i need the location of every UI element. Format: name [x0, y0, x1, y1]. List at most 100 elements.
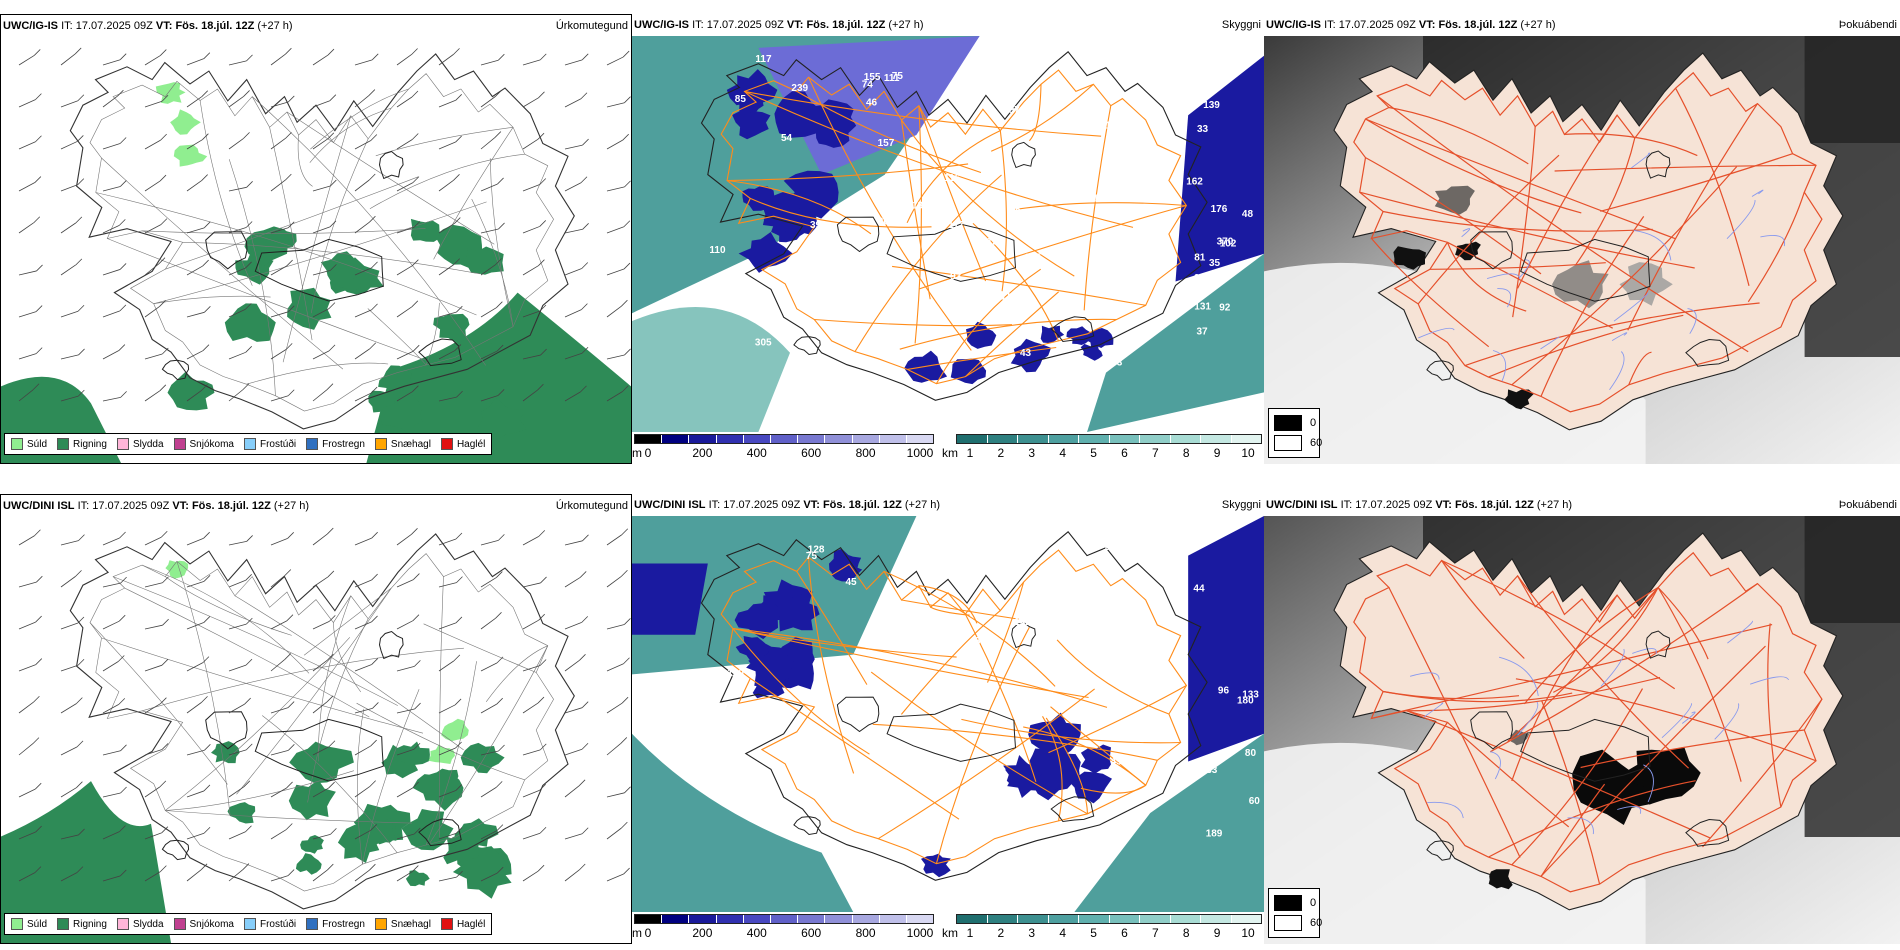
cloud-map[interactable]: 139 157 137 93 92 85 99 43 35 111 102 74 33 75 52 41 37 4…	[632, 36, 1264, 432]
fog-map[interactable]	[1264, 516, 1900, 944]
colorbar-tick: 400	[746, 926, 767, 940]
legend-swatch	[243, 438, 256, 450]
ceiling-label: 76	[981, 60, 993, 71]
precip-legend: Súld Rigning Slydda Snjókoma Frostúði Frostre…	[4, 913, 493, 935]
legend-swatch	[243, 918, 256, 930]
legend-swatch	[306, 918, 319, 930]
ceiling-label: 131	[1194, 301, 1211, 312]
ceiling-label: 117	[948, 220, 965, 231]
ceiling-label: 127	[861, 662, 878, 673]
legend-item: Rigning	[57, 918, 107, 930]
precip-map[interactable]	[1, 37, 631, 463]
ceiling-label: 56	[859, 758, 871, 769]
ceiling-label: 102	[1105, 121, 1122, 132]
fog-map[interactable]	[1264, 36, 1900, 464]
ceiling-label: 139	[1203, 100, 1220, 111]
ceiling-label: 39	[810, 220, 822, 231]
colorbar-unit: km	[942, 446, 958, 460]
colorbar-tick: 1	[966, 926, 974, 940]
ceiling-label: 45	[846, 577, 858, 588]
colorbar-tick: 0	[644, 446, 652, 460]
ceiling-label: 97	[1009, 105, 1021, 116]
colorbar-tick: 2	[997, 926, 1005, 940]
ceiling-label: 43	[808, 724, 820, 735]
panel-header: UWC/IG-IS IT: 17.07.2025 09Z VT: Fös. 18…	[632, 14, 1264, 36]
ceiling-label: 96	[1218, 686, 1230, 697]
colorbar-tick: 10	[1241, 446, 1255, 460]
legend-item: 60	[1274, 915, 1322, 931]
legend-item: Súld	[11, 918, 47, 930]
legend-swatch	[11, 918, 23, 930]
colorbar-tick: 8	[1182, 446, 1190, 460]
ceiling-label: 116	[944, 173, 961, 184]
ceiling-label: 81	[1194, 253, 1206, 264]
ceiling-label: 85	[735, 94, 747, 105]
panel-title: Úrkomutegund	[555, 20, 628, 32]
ceiling-label: 155	[864, 72, 881, 83]
ceiling-label: 137	[912, 201, 929, 212]
panel-title: Þokuábendi	[1838, 19, 1897, 31]
ceiling-visibility-panel-top: UWC/IG-IS IT: 17.07.2025 09Z VT: Fös. 18…	[632, 14, 1264, 464]
ceiling-label: 54	[781, 133, 793, 144]
ceiling-label: 33	[1197, 124, 1209, 135]
colorbar-tick: 1000	[906, 926, 934, 940]
colorbar-tick: 8	[1182, 926, 1190, 940]
legend-item: Haglél	[440, 918, 485, 930]
ceiling-label: 60	[1249, 796, 1261, 807]
legend-swatch	[116, 918, 129, 930]
ceiling-label: 176	[1211, 204, 1228, 215]
precip-panel-top: UWC/IG-IS IT: 17.07.2025 09Z VT: Fös. 18…	[0, 14, 632, 464]
ceiling-label: 44	[979, 786, 991, 797]
cloud-map[interactable]: 189 66 32 34 80 45 43 44 180 190 127 45 96 94 128 142 13…	[632, 516, 1264, 912]
fog-panel-top: UWC/IG-IS IT: 17.07.2025 09Z VT: Fös. 18…	[1264, 14, 1900, 464]
legend-swatch	[57, 438, 70, 450]
legend-item: Rigning	[57, 438, 107, 450]
ceiling-label: 45	[1111, 757, 1123, 768]
ceiling-label: 133	[1201, 765, 1218, 776]
fog-legend: 0 60	[1268, 888, 1322, 938]
ceiling-label: 46	[866, 98, 878, 109]
colorbar-tick: 200	[692, 926, 713, 940]
ceiling-label: 186	[744, 719, 761, 730]
ceiling-label: 110	[709, 245, 726, 256]
colorbar-unit: m	[632, 926, 642, 940]
ceiling-label: 99	[1010, 207, 1022, 218]
ceiling-label: 180	[1237, 695, 1254, 706]
ceiling-label: 111	[1001, 291, 1017, 302]
precip-map[interactable]	[1, 517, 631, 943]
panel-header: UWC/IG-IS IT: 17.07.2025 09Z VT: Fös. 18…	[1264, 14, 1900, 36]
panel-header: UWC/DINI ISL IT: 17.07.2025 09Z VT: Fös.…	[1264, 494, 1900, 516]
precip-legend: Súld Rigning Slydda Snjókoma Frostúði Frostre…	[4, 433, 493, 455]
ceiling-label: 102	[1220, 238, 1237, 249]
ceiling-label: 202	[878, 217, 895, 228]
ceiling-label: 133	[1242, 689, 1259, 700]
legend-swatch	[11, 438, 23, 450]
ceiling-label: 117	[755, 54, 772, 65]
fog-legend: 0 60	[1268, 408, 1322, 458]
ceiling-label: 54	[830, 678, 842, 689]
ceiling-label: 48	[1242, 209, 1254, 220]
ceiling-label: 125	[1024, 252, 1041, 263]
colorbar-tick: 4	[1059, 926, 1066, 940]
colorbar-unit: km	[942, 926, 958, 940]
ceiling-label: 305	[755, 337, 772, 348]
ceiling-label: 34	[888, 791, 900, 802]
ceiling-label: 52	[889, 332, 901, 343]
valid-time: Fös. 18.júl. 12Z	[175, 20, 255, 32]
ceiling-label: 93	[1111, 358, 1123, 369]
ceiling-label: 75	[806, 551, 818, 562]
ceiling-label: 157	[878, 138, 895, 149]
panel-header: UWC/DINI ISL IT: 17.07.2025 09Z VT: Fös.…	[1, 495, 631, 517]
ceiling-label: 74	[862, 79, 874, 90]
ceiling-label: 80	[1245, 748, 1257, 759]
ceiling-label: 176	[1127, 650, 1144, 661]
colorbar-tick: 600	[801, 446, 822, 460]
ceiling-label: 66	[839, 661, 851, 672]
ceiling-label: 128	[808, 544, 825, 555]
ceiling-label: 190	[727, 668, 744, 679]
legend-item: Frostúði	[243, 438, 296, 450]
colorbar-tick: 0	[644, 926, 652, 940]
legend-swatch	[306, 438, 319, 450]
ceiling-label: 92	[1219, 302, 1231, 313]
legend-item: Snjókoma	[173, 438, 234, 450]
